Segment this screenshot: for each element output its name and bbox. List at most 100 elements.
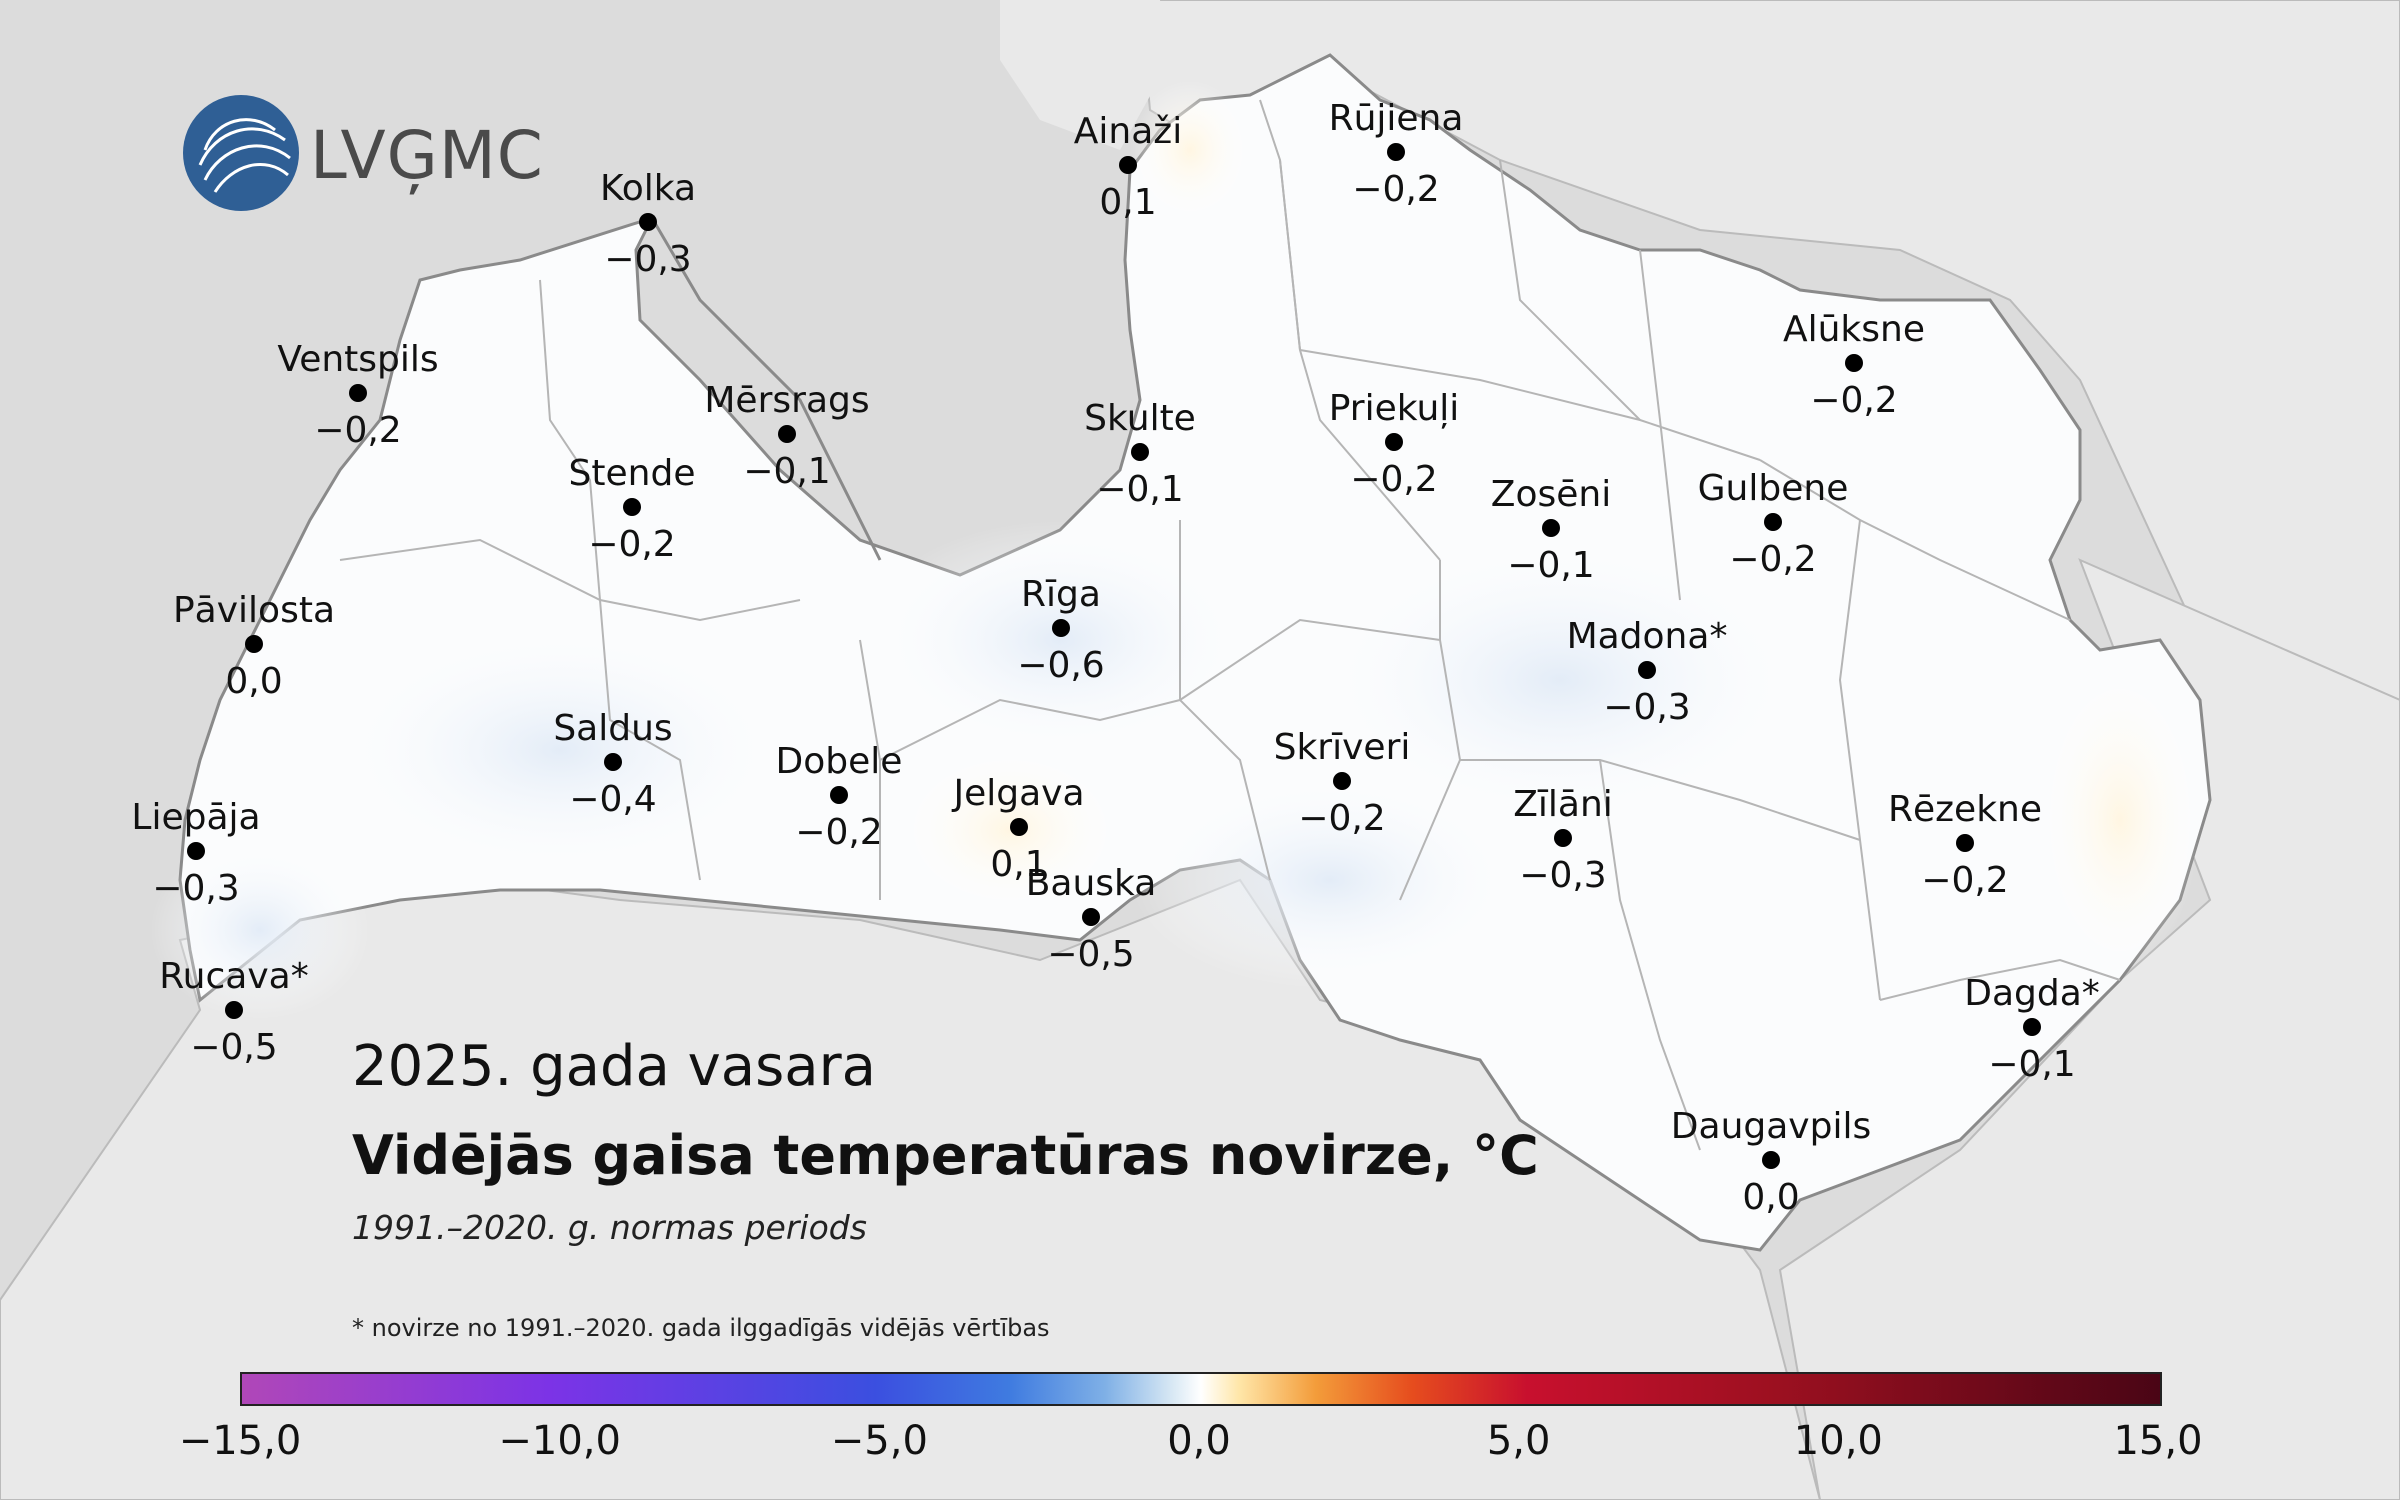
station-value: −0,4 — [569, 779, 656, 820]
station-marker: Dobele −0,2 — [776, 741, 903, 853]
station-name: Rīga — [1021, 574, 1101, 615]
station-value: −0,2 — [1352, 169, 1439, 210]
station-name: Zīlāni — [1513, 784, 1613, 825]
station-marker: Rēzekne −0,2 — [1888, 789, 2042, 901]
station-dot — [830, 786, 848, 804]
station-name: Kolka — [600, 168, 696, 209]
municipality-borders — [339, 99, 2121, 1151]
station-name: Stende — [569, 453, 696, 494]
station-value: 0,0 — [1742, 1177, 1799, 1218]
station-marker: Pāvilosta 0,0 — [173, 590, 335, 702]
station-dot — [639, 213, 657, 231]
station-dot — [1385, 433, 1403, 451]
station-dot — [1956, 834, 1974, 852]
station-name: Jelgava — [951, 773, 1084, 814]
station-value: −0,1 — [743, 451, 830, 492]
station-dot — [604, 753, 622, 771]
station-value: −0,6 — [1017, 645, 1104, 686]
station-value: 0,0 — [225, 661, 282, 702]
station-name: Rūjiena — [1329, 98, 1464, 139]
stations-layer: Kolka −0,3 Ainaži 0,1 Rūjiena −0,2 Ventspils −0… — [131, 98, 2099, 1218]
station-dot — [245, 635, 263, 653]
station-marker: Mērsrags −0,1 — [704, 380, 869, 492]
station-value: −0,3 — [1519, 855, 1606, 896]
station-marker: Ainaži 0,1 — [1074, 111, 1182, 223]
station-value: −0,5 — [190, 1027, 277, 1068]
station-value: −0,2 — [1298, 798, 1385, 839]
station-name: Gulbene — [1698, 468, 1849, 509]
station-dot — [1333, 772, 1351, 790]
station-dot — [1010, 818, 1028, 836]
legend-tick-label: −10,0 — [498, 1418, 621, 1464]
station-name: Mērsrags — [704, 380, 869, 421]
station-value: −0,3 — [604, 239, 691, 280]
station-name: Dagda* — [1964, 973, 2100, 1014]
station-dot — [1845, 354, 1863, 372]
station-marker: Ventspils −0,2 — [277, 339, 438, 451]
station-name: Ventspils — [277, 339, 438, 380]
station-name: Rēzekne — [1888, 789, 2042, 830]
station-marker: Rūjiena −0,2 — [1329, 98, 1464, 210]
station-value: −0,2 — [795, 812, 882, 853]
station-dot — [1764, 513, 1782, 531]
station-marker: Zosēni −0,1 — [1491, 474, 1611, 586]
saaremaa-land — [1000, 0, 1170, 150]
station-value: −0,2 — [1729, 539, 1816, 580]
station-name: Zosēni — [1491, 474, 1611, 515]
map-subtitle: 2025. gada vasara — [352, 1034, 876, 1099]
station-marker: Daugavpils 0,0 — [1671, 1106, 1871, 1218]
station-dot — [225, 1001, 243, 1019]
station-value: −0,5 — [1047, 934, 1134, 975]
station-value: −0,2 — [588, 524, 675, 565]
station-dot — [2023, 1018, 2041, 1036]
legend-tick-label: −15,0 — [178, 1418, 302, 1464]
station-value: −0,3 — [1603, 687, 1690, 728]
station-marker: Zīlāni −0,3 — [1513, 784, 1613, 896]
station-value: −0,2 — [1810, 380, 1897, 421]
station-value: 0,1 — [990, 844, 1047, 885]
station-marker: Saldus −0,4 — [553, 708, 672, 820]
station-marker: Jelgava 0,1 — [951, 773, 1084, 885]
station-dot — [1131, 443, 1149, 461]
station-marker: Bauska −0,5 — [1026, 863, 1157, 975]
station-marker: Priekuļi −0,2 — [1329, 388, 1460, 500]
legend-tick-label: 0,0 — [1167, 1418, 1231, 1464]
station-name: Priekuļi — [1329, 388, 1460, 429]
station-name: Madona* — [1567, 616, 1728, 657]
station-name: Liepāja — [131, 797, 260, 838]
station-name: Rucava* — [159, 956, 308, 997]
station-value: −0,2 — [1350, 459, 1437, 500]
footnote: * novirze no 1991.–2020. gada ilggadīgās… — [352, 1314, 1050, 1342]
station-value: −0,1 — [1988, 1044, 2075, 1085]
station-dot — [1762, 1151, 1780, 1169]
station-dot — [187, 842, 205, 860]
station-value: −0,1 — [1507, 545, 1594, 586]
legend-tick-label: −5,0 — [830, 1418, 928, 1464]
station-marker: Stende −0,2 — [569, 453, 696, 565]
station-marker: Rīga −0,6 — [1017, 574, 1104, 686]
legend-colorbar — [240, 1372, 2162, 1406]
map-title: Vidējās gaisa temperatūras novirze, °C — [352, 1124, 1539, 1187]
station-value: 0,1 — [1099, 182, 1156, 223]
station-value: −0,1 — [1096, 469, 1183, 510]
station-value: −0,3 — [152, 868, 239, 909]
station-dot — [1542, 519, 1560, 537]
station-marker: Kolka −0,3 — [600, 168, 696, 280]
station-dot — [349, 384, 367, 402]
station-name: Ainaži — [1074, 111, 1182, 152]
legend-tick-label: 5,0 — [1486, 1418, 1551, 1464]
gulf-coast-west — [650, 217, 882, 561]
station-dot — [1082, 908, 1100, 926]
east-neighbours-land — [1778, 558, 2400, 1500]
logo-text: LVĢMC — [310, 117, 544, 194]
station-name: Daugavpils — [1671, 1106, 1871, 1147]
station-value: −0,2 — [314, 410, 401, 451]
station-marker: Rucava* −0,5 — [159, 956, 308, 1068]
station-dot — [1387, 143, 1405, 161]
station-name: Pāvilosta — [173, 590, 335, 631]
station-dot — [1119, 156, 1137, 174]
station-marker: Skulte −0,1 — [1084, 398, 1196, 510]
station-marker: Gulbene −0,2 — [1698, 468, 1849, 580]
station-name: Bauska — [1026, 863, 1157, 904]
